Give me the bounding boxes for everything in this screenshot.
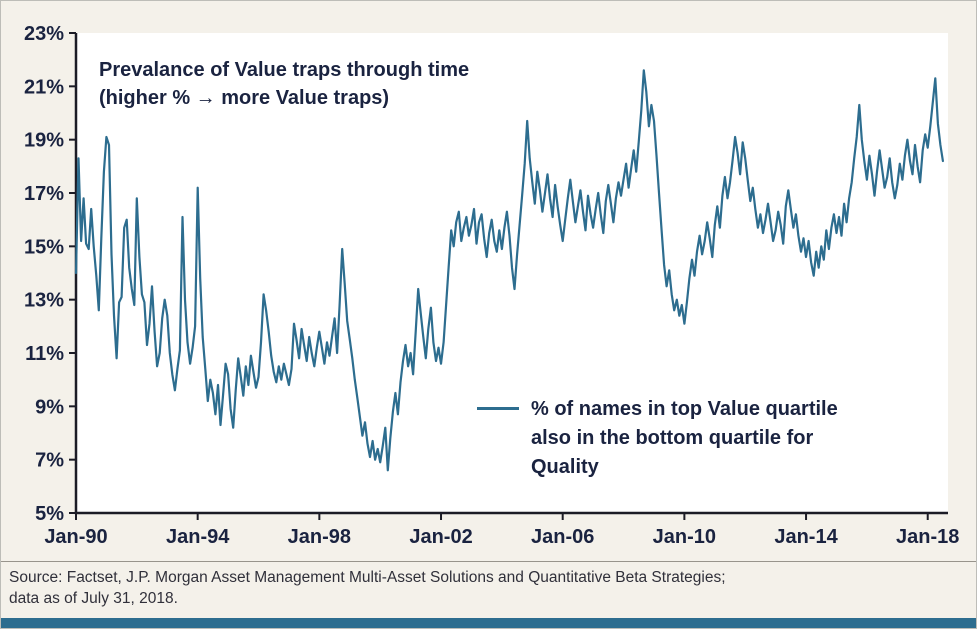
footer-accent-bar xyxy=(1,618,976,628)
source-line-2: data as of July 31, 2018. xyxy=(9,589,178,607)
chart-legend: % of names in top Value quartile also in… xyxy=(477,395,838,482)
y-tick-label: 17% xyxy=(24,183,64,205)
legend-label-line-2: also in the bottom quartile for xyxy=(531,427,814,449)
legend-label-line-1: % of names in top Value quartile xyxy=(531,398,838,420)
x-tick-label: Jan-90 xyxy=(44,526,107,548)
value-traps-series-line xyxy=(74,69,945,472)
x-tick-label: Jan-02 xyxy=(409,526,472,548)
x-tick-label: Jan-94 xyxy=(166,526,230,548)
annotation-line-1: Prevalance of Value traps through time xyxy=(99,59,470,81)
x-tick-label: Jan-14 xyxy=(774,526,838,548)
x-tick-label: Jan-06 xyxy=(531,526,594,548)
legend-label-line-3: Quality xyxy=(531,456,599,478)
y-tick-label: 19% xyxy=(24,130,64,152)
x-tick-label: Jan-10 xyxy=(653,526,716,548)
source-divider xyxy=(1,561,976,562)
y-tick-label: 23% xyxy=(24,23,64,45)
source-note: Source: Factset, J.P. Morgan Asset Manag… xyxy=(9,568,968,610)
y-tick-label: 15% xyxy=(24,236,64,258)
legend-label: % of names in top Value quartile also in… xyxy=(531,395,838,482)
source-line-1: Source: Factset, J.P. Morgan Asset Manag… xyxy=(9,569,726,586)
y-tick-label: 13% xyxy=(24,290,64,312)
annotation-line-2: (higher % → more Value traps) xyxy=(99,87,390,109)
y-tick-label: 11% xyxy=(25,343,64,365)
x-tick-label: Jan-18 xyxy=(896,526,959,548)
y-tick-label: 21% xyxy=(24,76,64,98)
x-tick-label: Jan-98 xyxy=(288,526,351,548)
legend-line-swatch xyxy=(477,407,519,410)
y-tick-label: 9% xyxy=(35,396,64,418)
chart-annotation: Prevalance of Value traps through time (… xyxy=(99,56,469,112)
value-traps-line-chart: 23% 21% 19% 17% 15% 13% 11% 9% 7% 5%Jan-90 Jan-94 J… xyxy=(24,23,959,548)
y-tick-label: 7% xyxy=(35,450,64,472)
y-tick-label: 5% xyxy=(35,503,64,525)
